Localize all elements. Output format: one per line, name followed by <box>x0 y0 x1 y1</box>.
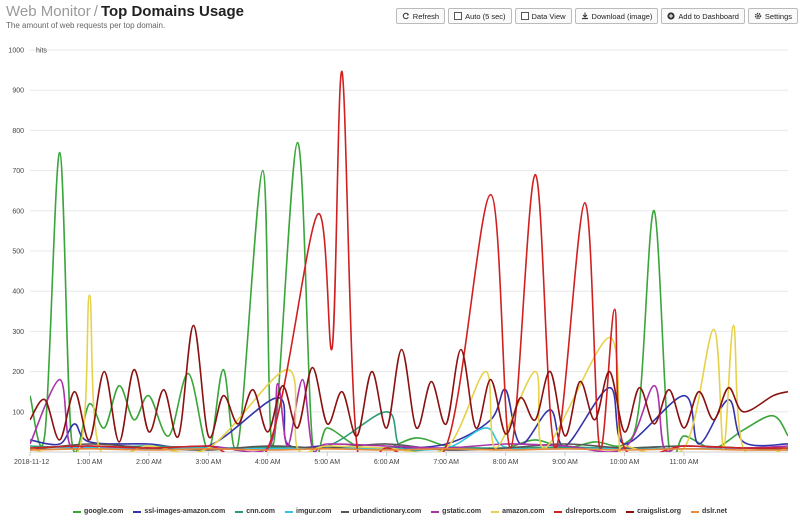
x-tick-label: 5:00 AM <box>314 459 340 466</box>
x-tick-label: 8:00 AM <box>493 459 519 466</box>
checkbox-icon <box>520 12 529 20</box>
title-line: Web Monitor / Top Domains Usage <box>6 3 244 20</box>
series-line-cnn-com[interactable] <box>30 410 788 452</box>
x-tick-label: 1:00 AM <box>77 459 103 466</box>
series-group <box>30 71 788 474</box>
y-tick-label: 600 <box>12 208 24 215</box>
legend-swatch <box>73 510 82 513</box>
legend-label: gstatic.com <box>442 508 482 515</box>
legend-item[interactable]: amazon.com <box>491 508 544 515</box>
download-label: Download (image) <box>591 11 653 21</box>
x-tick-label: 3:00 AM <box>196 459 222 466</box>
legend-item[interactable]: google.com <box>73 508 123 515</box>
refresh-icon <box>402 12 410 20</box>
y-tick-label: 400 <box>12 289 24 296</box>
series-line-google-com[interactable] <box>30 141 788 462</box>
x-tick-label: 10:00 AM <box>610 459 640 466</box>
legend-label: amazon.com <box>502 508 545 515</box>
data-view-label: Data View <box>531 11 566 21</box>
y-tick-label: 200 <box>12 369 24 376</box>
legend-label: ssl-images-amazon.com <box>144 508 226 515</box>
legend-swatch <box>626 510 635 513</box>
series-line-amazon-com[interactable] <box>30 294 788 459</box>
legend-swatch <box>431 510 440 513</box>
breadcrumb[interactable]: Web Monitor <box>6 3 91 20</box>
legend-label: cnn.com <box>246 508 276 515</box>
line-chart[interactable]: 100 200 300 400 500 600 700 800 900 1000 hits 2018-… <box>0 36 800 476</box>
toolbar: Refresh Auto (5 sec) Data View Download … <box>395 8 798 24</box>
refresh-label: Refresh <box>412 11 440 21</box>
data-view-toggle[interactable]: Data View <box>514 8 572 24</box>
legend-item[interactable]: gstatic.com <box>431 508 481 515</box>
download-icon <box>581 12 589 20</box>
series-line-dslreports-com[interactable] <box>30 71 788 474</box>
settings-label: Settings <box>764 11 792 21</box>
x-tick-label: 7:00 AM <box>433 459 459 466</box>
legend-item[interactable]: dslreports.com <box>554 508 616 515</box>
chart-legend: google.com ssl-images-amazon.com cnn.com im… <box>0 508 800 515</box>
legend-swatch <box>235 510 244 513</box>
gear-icon <box>754 12 762 20</box>
chart-area[interactable]: 100 200 300 400 500 600 700 800 900 1000 hits 2018-… <box>0 36 800 523</box>
page-subtitle: The amount of web requests per top domai… <box>6 21 166 30</box>
y-tick-label: 100 <box>12 409 24 416</box>
legend-label: urbandictionary.com <box>352 508 422 515</box>
legend-label: imgur.com <box>296 508 332 515</box>
y-tick-label: 700 <box>12 168 24 175</box>
legend-label: craigslist.org <box>637 508 682 515</box>
y-tick-label: 1000 <box>8 48 24 55</box>
x-tick-label: 9:00 AM <box>552 459 578 466</box>
auto-refresh-toggle[interactable]: Auto (5 sec) <box>448 8 512 24</box>
x-tick-label: 6:00 AM <box>374 459 400 466</box>
auto-refresh-label: Auto (5 sec) <box>465 11 506 21</box>
x-tick-label: 4:00 AM <box>255 459 281 466</box>
legend-label: google.com <box>84 508 124 515</box>
legend-swatch <box>554 510 563 513</box>
legend-swatch <box>285 510 294 513</box>
legend-item[interactable]: cnn.com <box>235 508 275 515</box>
series-line-dslr-net[interactable] <box>30 448 788 451</box>
y-tick-label: 900 <box>12 88 24 95</box>
settings-button[interactable]: Settings <box>747 8 798 24</box>
page-title: Top Domains Usage <box>100 3 245 20</box>
legend-label: dslr.net <box>702 508 727 515</box>
legend-item[interactable]: ssl-images-amazon.com <box>133 508 225 515</box>
y-tick-label: 800 <box>12 128 24 135</box>
legend-label: dslreports.com <box>565 508 617 515</box>
plus-circle-icon <box>667 12 676 20</box>
legend-swatch <box>691 510 700 513</box>
y-tick-label: 300 <box>12 329 24 336</box>
breadcrumb-separator: / <box>93 3 98 20</box>
x-tick-label: 11:00 AM <box>669 459 698 466</box>
series-line-craigslist-org[interactable] <box>30 324 788 443</box>
add-to-dashboard-button[interactable]: Add to Dashboard <box>661 8 745 24</box>
legend-swatch <box>341 510 350 513</box>
page-header: Web Monitor / Top Domains Usage The amount… <box>0 0 800 36</box>
checkbox-icon <box>454 12 463 20</box>
legend-item[interactable]: craigslist.org <box>626 508 681 515</box>
y-tick-label: 500 <box>12 249 24 256</box>
legend-swatch <box>133 510 142 513</box>
x-tick-label: 2:00 AM <box>136 459 162 466</box>
legend-item[interactable]: dslr.net <box>691 508 727 515</box>
legend-item[interactable]: imgur.com <box>285 508 331 515</box>
legend-item[interactable]: urbandictionary.com <box>341 508 421 515</box>
y-axis-title: hits <box>36 48 47 55</box>
legend-swatch <box>491 510 500 513</box>
download-image-button[interactable]: Download (image) <box>574 8 659 24</box>
add-to-dashboard-label: Add to Dashboard <box>678 11 739 21</box>
refresh-button[interactable]: Refresh <box>395 8 446 24</box>
x-tick-label: 2018-11-12 <box>14 459 49 466</box>
